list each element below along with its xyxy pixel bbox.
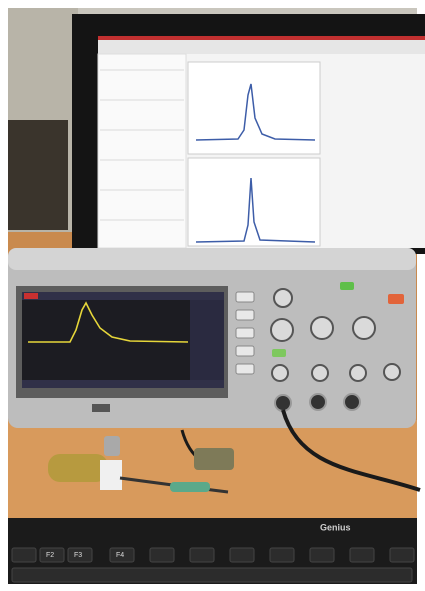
clip xyxy=(194,448,234,470)
chair xyxy=(8,120,68,230)
bnc-connectors xyxy=(275,394,360,411)
knob[interactable] xyxy=(272,365,288,381)
knob[interactable] xyxy=(271,319,293,341)
key[interactable] xyxy=(390,548,414,562)
green-button[interactable] xyxy=(340,282,354,290)
key[interactable] xyxy=(150,548,174,562)
knob[interactable] xyxy=(350,365,366,381)
menu-button[interactable] xyxy=(236,364,254,374)
key-row[interactable] xyxy=(12,568,412,582)
key[interactable] xyxy=(230,548,254,562)
key[interactable] xyxy=(350,548,374,562)
usb-port xyxy=(92,404,110,412)
run-indicator xyxy=(24,293,38,299)
key[interactable] xyxy=(12,548,36,562)
brass-cylinder xyxy=(48,454,108,482)
spreadsheet-ribbon xyxy=(98,38,425,54)
green-button[interactable] xyxy=(272,349,286,357)
knob[interactable] xyxy=(311,317,333,339)
bnc xyxy=(344,394,360,410)
key-label: F4 xyxy=(116,552,124,559)
menu-button[interactable] xyxy=(236,328,254,338)
bnc xyxy=(275,395,291,411)
key[interactable] xyxy=(310,548,334,562)
metal-cylinder xyxy=(104,436,120,456)
key[interactable] xyxy=(270,548,294,562)
photo: Genius F2 F3 F4 xyxy=(0,0,425,591)
keyboard-brand: Genius xyxy=(320,522,351,532)
oscilloscope-top xyxy=(8,248,416,270)
scope-menu xyxy=(190,292,224,388)
title-bar xyxy=(98,36,425,40)
probe-tip xyxy=(170,482,210,492)
monitor-chart xyxy=(188,158,320,246)
menu-button[interactable] xyxy=(236,310,254,320)
menu-button[interactable] xyxy=(236,292,254,302)
key-label: F2 xyxy=(46,552,54,559)
bnc xyxy=(310,394,326,410)
scope-display xyxy=(22,292,190,388)
holder xyxy=(100,460,122,490)
scope-status-bar xyxy=(22,292,224,300)
knob[interactable] xyxy=(274,289,292,307)
knob[interactable] xyxy=(312,365,328,381)
orange-button[interactable] xyxy=(388,294,404,304)
key[interactable] xyxy=(190,548,214,562)
menu-button[interactable] xyxy=(236,346,254,356)
scope-info-bar xyxy=(22,380,224,388)
key-label: F3 xyxy=(74,552,82,559)
spreadsheet-columns xyxy=(98,54,186,248)
knob[interactable] xyxy=(384,364,400,380)
knob[interactable] xyxy=(353,317,375,339)
